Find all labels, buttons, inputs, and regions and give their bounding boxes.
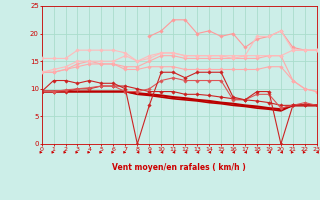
X-axis label: Vent moyen/en rafales ( km/h ): Vent moyen/en rafales ( km/h ) bbox=[112, 163, 246, 172]
